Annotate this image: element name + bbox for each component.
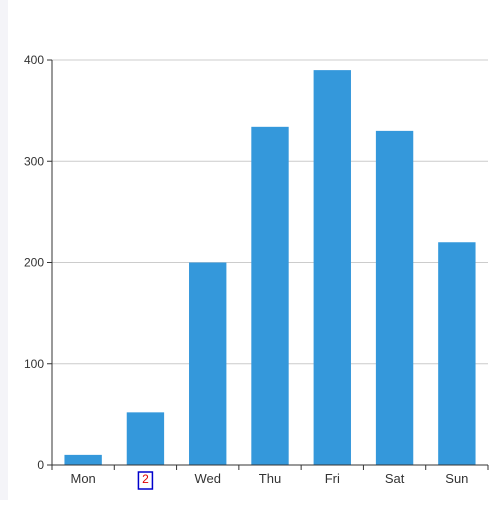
y-tick-label: 300 xyxy=(24,154,44,168)
bar[interactable] xyxy=(376,131,413,465)
bar[interactable] xyxy=(127,412,164,465)
x-tick-label: Fri xyxy=(325,471,340,486)
x-tick-label: Thu xyxy=(259,471,281,486)
y-tick-label: 400 xyxy=(24,53,44,67)
bar[interactable] xyxy=(64,455,101,465)
x-tick-label: Mon xyxy=(70,471,95,486)
x-tick-label: Wed xyxy=(194,471,221,486)
x-tick-label: Sun xyxy=(445,471,468,486)
bar[interactable] xyxy=(251,127,288,465)
bar[interactable] xyxy=(314,70,351,465)
x-tick-label-highlighted: 2 xyxy=(142,472,149,486)
x-tick-label: Sat xyxy=(385,471,405,486)
y-tick-label: 0 xyxy=(37,458,44,472)
bar[interactable] xyxy=(189,263,226,466)
y-tick-label: 200 xyxy=(24,256,44,270)
bar-layer xyxy=(64,70,475,465)
y-tick-label: 100 xyxy=(24,357,44,371)
bar[interactable] xyxy=(438,242,475,465)
